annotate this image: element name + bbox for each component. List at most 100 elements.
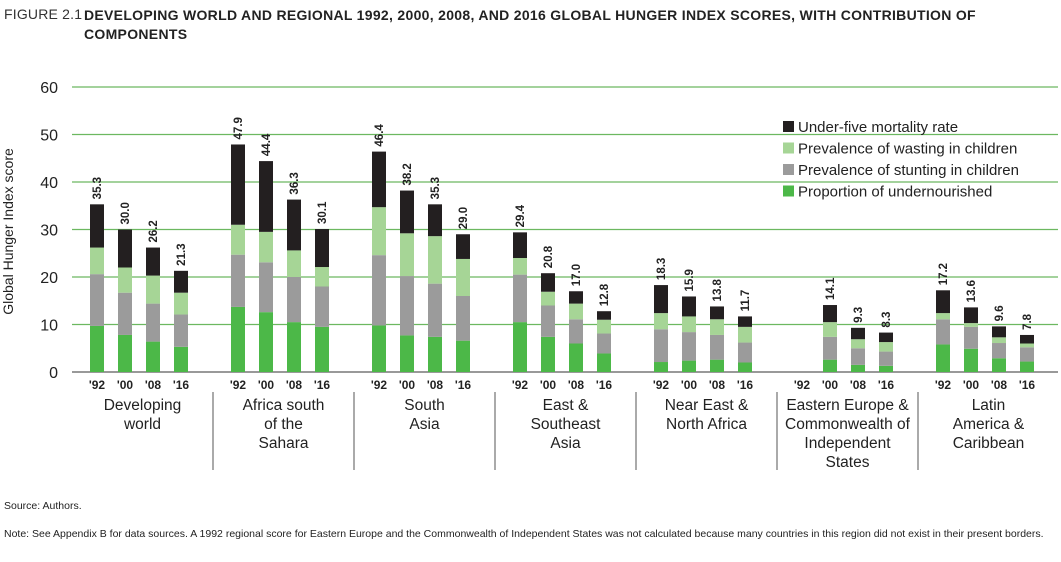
bar-segment-stunting bbox=[287, 277, 301, 323]
bar-segment-undernourished bbox=[879, 365, 893, 372]
bar-total-label: 47.9 bbox=[233, 117, 245, 139]
legend-label: Prevalence of stunting in children bbox=[798, 162, 1019, 179]
bar-segment-stunting bbox=[1020, 347, 1034, 362]
bar-segment-mortality bbox=[90, 204, 104, 248]
bar-segment-undernourished bbox=[710, 359, 724, 372]
bar-total-label: 11.7 bbox=[740, 290, 752, 312]
bar-segment-stunting bbox=[513, 274, 527, 323]
chart-title: DEVELOPING WORLD AND REGIONAL 1992, 2000… bbox=[84, 7, 976, 42]
bar-total-label: 8.3 bbox=[881, 312, 893, 328]
bar-segment-stunting bbox=[654, 329, 668, 363]
bar-segment-wasting bbox=[936, 313, 950, 320]
bar-segment-wasting bbox=[513, 258, 527, 275]
bar-segment-wasting bbox=[879, 342, 893, 352]
bar-segment-stunting bbox=[118, 292, 132, 335]
bar-segment-undernourished bbox=[259, 312, 273, 372]
year-tick-label: '00 bbox=[117, 378, 134, 392]
bar-segment-undernourished bbox=[738, 362, 752, 372]
bar-segment-undernourished bbox=[456, 340, 470, 372]
legend-label: Proportion of undernourished bbox=[798, 184, 992, 201]
bar-segment-mortality bbox=[738, 316, 752, 327]
bar-segment-mortality bbox=[287, 199, 301, 251]
bar-segment-wasting bbox=[710, 319, 724, 335]
year-tick-label: '00 bbox=[681, 378, 698, 392]
legend-swatch-stunting bbox=[783, 164, 794, 175]
bar-segment-undernourished bbox=[541, 336, 555, 372]
bar-total-label: 18.3 bbox=[656, 258, 668, 280]
bar-segment-mortality bbox=[710, 306, 724, 320]
bar-segment-stunting bbox=[879, 351, 893, 366]
year-tick-label: '08 bbox=[427, 378, 444, 392]
year-tick-label: '08 bbox=[568, 378, 585, 392]
year-tick-label: '16 bbox=[878, 378, 895, 392]
bar-segment-mortality bbox=[231, 144, 245, 225]
y-tick-label: 50 bbox=[40, 128, 58, 145]
bar-segment-stunting bbox=[231, 254, 245, 307]
bar-total-label: 15.9 bbox=[684, 269, 696, 291]
bar-segment-wasting bbox=[823, 322, 837, 337]
bar-segment-undernourished bbox=[146, 341, 160, 372]
bar-segment-wasting bbox=[231, 224, 245, 255]
bar-total-label: 38.2 bbox=[402, 163, 414, 185]
bar-segment-wasting bbox=[569, 303, 583, 320]
bar-segment-mortality bbox=[936, 290, 950, 314]
bar-segment-undernourished bbox=[654, 362, 668, 372]
bar-segment-undernourished bbox=[936, 344, 950, 372]
bar-segment-wasting bbox=[372, 207, 386, 256]
group-label: Sahara bbox=[259, 435, 309, 452]
group-label: North Africa bbox=[666, 416, 747, 433]
bar-segment-mortality bbox=[541, 273, 555, 292]
year-tick-label: '00 bbox=[963, 378, 980, 392]
bar-total-label: 13.6 bbox=[966, 280, 978, 302]
bar-segment-undernourished bbox=[569, 343, 583, 372]
group-label: Developing bbox=[104, 397, 182, 414]
bar-segment-wasting bbox=[90, 247, 104, 275]
bar-segment-undernourished bbox=[513, 322, 527, 372]
y-tick-label: 60 bbox=[40, 80, 58, 97]
bar-segment-stunting bbox=[710, 334, 724, 360]
bar-segment-undernourished bbox=[118, 334, 132, 372]
bar-segment-wasting bbox=[287, 250, 301, 277]
group-label: East & bbox=[543, 397, 589, 414]
bar-segment-undernourished bbox=[964, 348, 978, 372]
group-label: Asia bbox=[550, 435, 581, 452]
bar-total-label: 35.3 bbox=[92, 177, 104, 199]
bar-segment-stunting bbox=[682, 332, 696, 361]
bar-segment-undernourished bbox=[400, 335, 414, 372]
note-text: Note: See Appendix B for data sources. A… bbox=[4, 528, 1044, 540]
stacked-bar-chart: 0 10 20 30 40 50 60 Global Hunger Index score 35… bbox=[0, 80, 1058, 471]
group-label: of the bbox=[264, 416, 303, 433]
bar-segment-stunting bbox=[823, 336, 837, 360]
year-tick-label: '92 bbox=[794, 378, 811, 392]
bar-segment-mortality bbox=[456, 234, 470, 259]
bar-total-label: 30.1 bbox=[317, 201, 329, 224]
year-tick-label: '08 bbox=[850, 378, 867, 392]
bar-segment-wasting bbox=[259, 231, 273, 263]
bar-segment-undernourished bbox=[823, 359, 837, 372]
bar-segment-wasting bbox=[118, 267, 132, 293]
bar-segment-wasting bbox=[400, 233, 414, 277]
year-tick-label: '92 bbox=[230, 378, 247, 392]
bar-segment-stunting bbox=[738, 342, 752, 363]
bar-segment-wasting bbox=[146, 275, 160, 304]
bar-segment-undernourished bbox=[315, 326, 329, 372]
year-tick-label: '16 bbox=[1019, 378, 1036, 392]
bar-segment-stunting bbox=[259, 262, 273, 313]
bar-segment-stunting bbox=[569, 319, 583, 344]
bar-segment-wasting bbox=[315, 267, 329, 287]
year-tick-label: '00 bbox=[399, 378, 416, 392]
bar-total-label: 29.4 bbox=[515, 204, 527, 227]
bar-segment-wasting bbox=[682, 316, 696, 333]
bar-segment-stunting bbox=[400, 276, 414, 336]
bar-segment-mortality bbox=[259, 161, 273, 232]
bar-segment-wasting bbox=[738, 326, 752, 343]
bar-total-label: 26.2 bbox=[148, 220, 160, 242]
bar-segment-stunting bbox=[90, 274, 104, 326]
bar-total-label: 21.3 bbox=[176, 243, 188, 265]
year-tick-label: '92 bbox=[512, 378, 529, 392]
bar-segment-wasting bbox=[174, 292, 188, 315]
year-tick-label: '92 bbox=[653, 378, 670, 392]
bar-segment-wasting bbox=[992, 337, 1006, 344]
figure-label: FIGURE 2.1 bbox=[4, 6, 83, 22]
bar-segment-wasting bbox=[851, 339, 865, 349]
